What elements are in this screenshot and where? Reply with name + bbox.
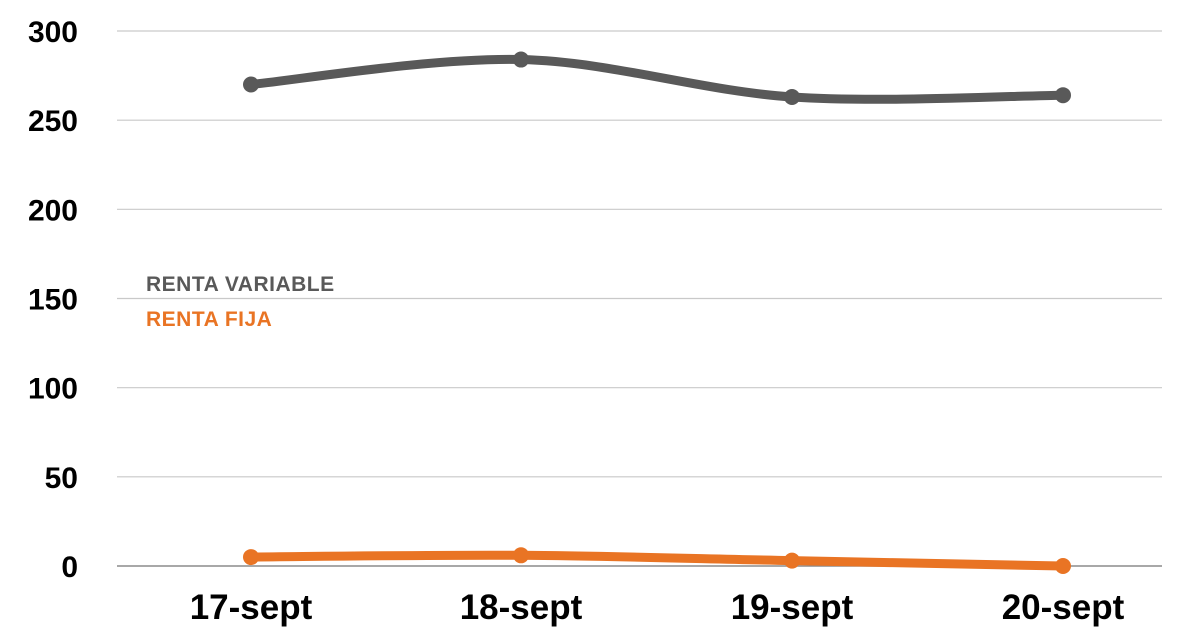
legend-label-renta-variable: RENTA VARIABLE [146, 273, 335, 296]
series-line-renta-fija [251, 555, 1063, 566]
x-tick-label: 18-sept [460, 588, 583, 627]
data-point-renta-fija [1055, 558, 1071, 574]
x-tick-label: 19-sept [731, 588, 854, 627]
gridlines [117, 31, 1162, 566]
legend-label-renta-fija: RENTA FIJA [146, 308, 272, 331]
y-tick-label: 100 [28, 373, 78, 406]
x-tick-label: 20-sept [1002, 588, 1125, 627]
data-point-renta-variable [784, 89, 800, 105]
data-point-renta-variable [513, 52, 529, 68]
x-axis-ticks: 17-sept 18-sept 19-sept 20-sept [190, 588, 1125, 627]
series-line-renta-variable [251, 59, 1063, 99]
y-tick-label: 200 [28, 194, 78, 227]
y-tick-label: 250 [28, 105, 78, 138]
data-point-renta-fija [784, 553, 800, 569]
data-point-renta-variable [1055, 87, 1071, 103]
y-axis-ticks: 0 50 100 150 200 250 300 [28, 16, 78, 584]
legend: RENTA VARIABLE RENTA FIJA [146, 273, 335, 331]
y-tick-label: 300 [28, 16, 78, 49]
y-tick-label: 50 [45, 462, 78, 495]
x-tick-label: 17-sept [190, 588, 313, 627]
y-tick-label: 0 [61, 551, 78, 584]
series-lines [243, 52, 1071, 574]
y-tick-label: 150 [28, 284, 78, 317]
data-point-renta-fija [243, 549, 259, 565]
data-point-renta-fija [513, 547, 529, 563]
data-point-renta-variable [243, 77, 259, 93]
